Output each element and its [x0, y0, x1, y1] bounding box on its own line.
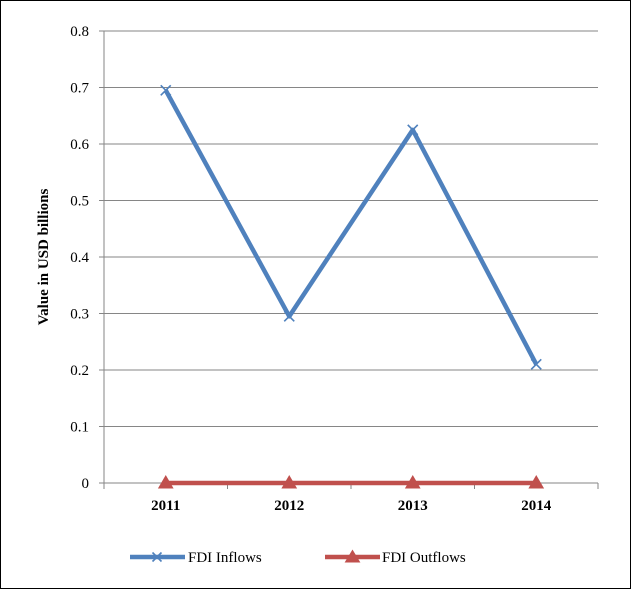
data-point-fdi-inflows [283, 310, 295, 322]
y-tick-label: 0 [82, 476, 90, 492]
legend-item-inflows: FDI Inflows [130, 550, 262, 566]
data-point-fdi-inflows [530, 358, 542, 370]
legend-label-outflows: FDI Outflows [382, 550, 466, 566]
legend: FDI Inflows FDI Outflows [130, 549, 466, 566]
y-tick-label: 0.8 [70, 24, 89, 40]
x-tick-label: 2013 [398, 498, 428, 514]
y-tick-label: 0.5 [70, 194, 89, 210]
data-point-fdi-inflows [160, 84, 172, 96]
x-tick-label: 2014 [521, 498, 552, 514]
legend-item-outflows: FDI Outflows [325, 549, 466, 566]
legend-label-inflows: FDI Inflows [188, 550, 262, 566]
x-tick-labels: 2011 2012 2013 2014 [151, 498, 552, 514]
data-point-fdi-outflows [404, 475, 421, 489]
y-tick-label: 0.4 [70, 250, 89, 266]
gridlines [104, 30, 598, 427]
data-point-fdi-outflows [281, 475, 298, 489]
legend-x-marker [151, 551, 163, 563]
data-point-fdi-outflows [157, 475, 174, 489]
series-lines [163, 89, 539, 486]
y-tick-label: 0.3 [70, 307, 89, 323]
series-line-fdi-inflows [163, 89, 539, 366]
x-tick-label: 2012 [274, 498, 304, 514]
y-tick-label: 0.1 [70, 420, 89, 436]
y-axis-title: Value in USD billions [36, 189, 52, 326]
data-point-fdi-outflows [528, 475, 545, 489]
x-tick-label: 2011 [151, 498, 180, 514]
y-tick-label: 0.7 [70, 81, 89, 97]
series-markers [157, 84, 545, 489]
data-point-fdi-inflows [407, 124, 419, 136]
axes [99, 30, 599, 489]
y-tick-label: 0.6 [70, 137, 89, 153]
y-tick-labels: 0 0.1 0.2 0.3 0.4 0.5 0.6 0.7 0.8 [70, 24, 89, 492]
y-tick-label: 0.2 [70, 363, 89, 379]
legend-triangle-marker [344, 549, 361, 563]
